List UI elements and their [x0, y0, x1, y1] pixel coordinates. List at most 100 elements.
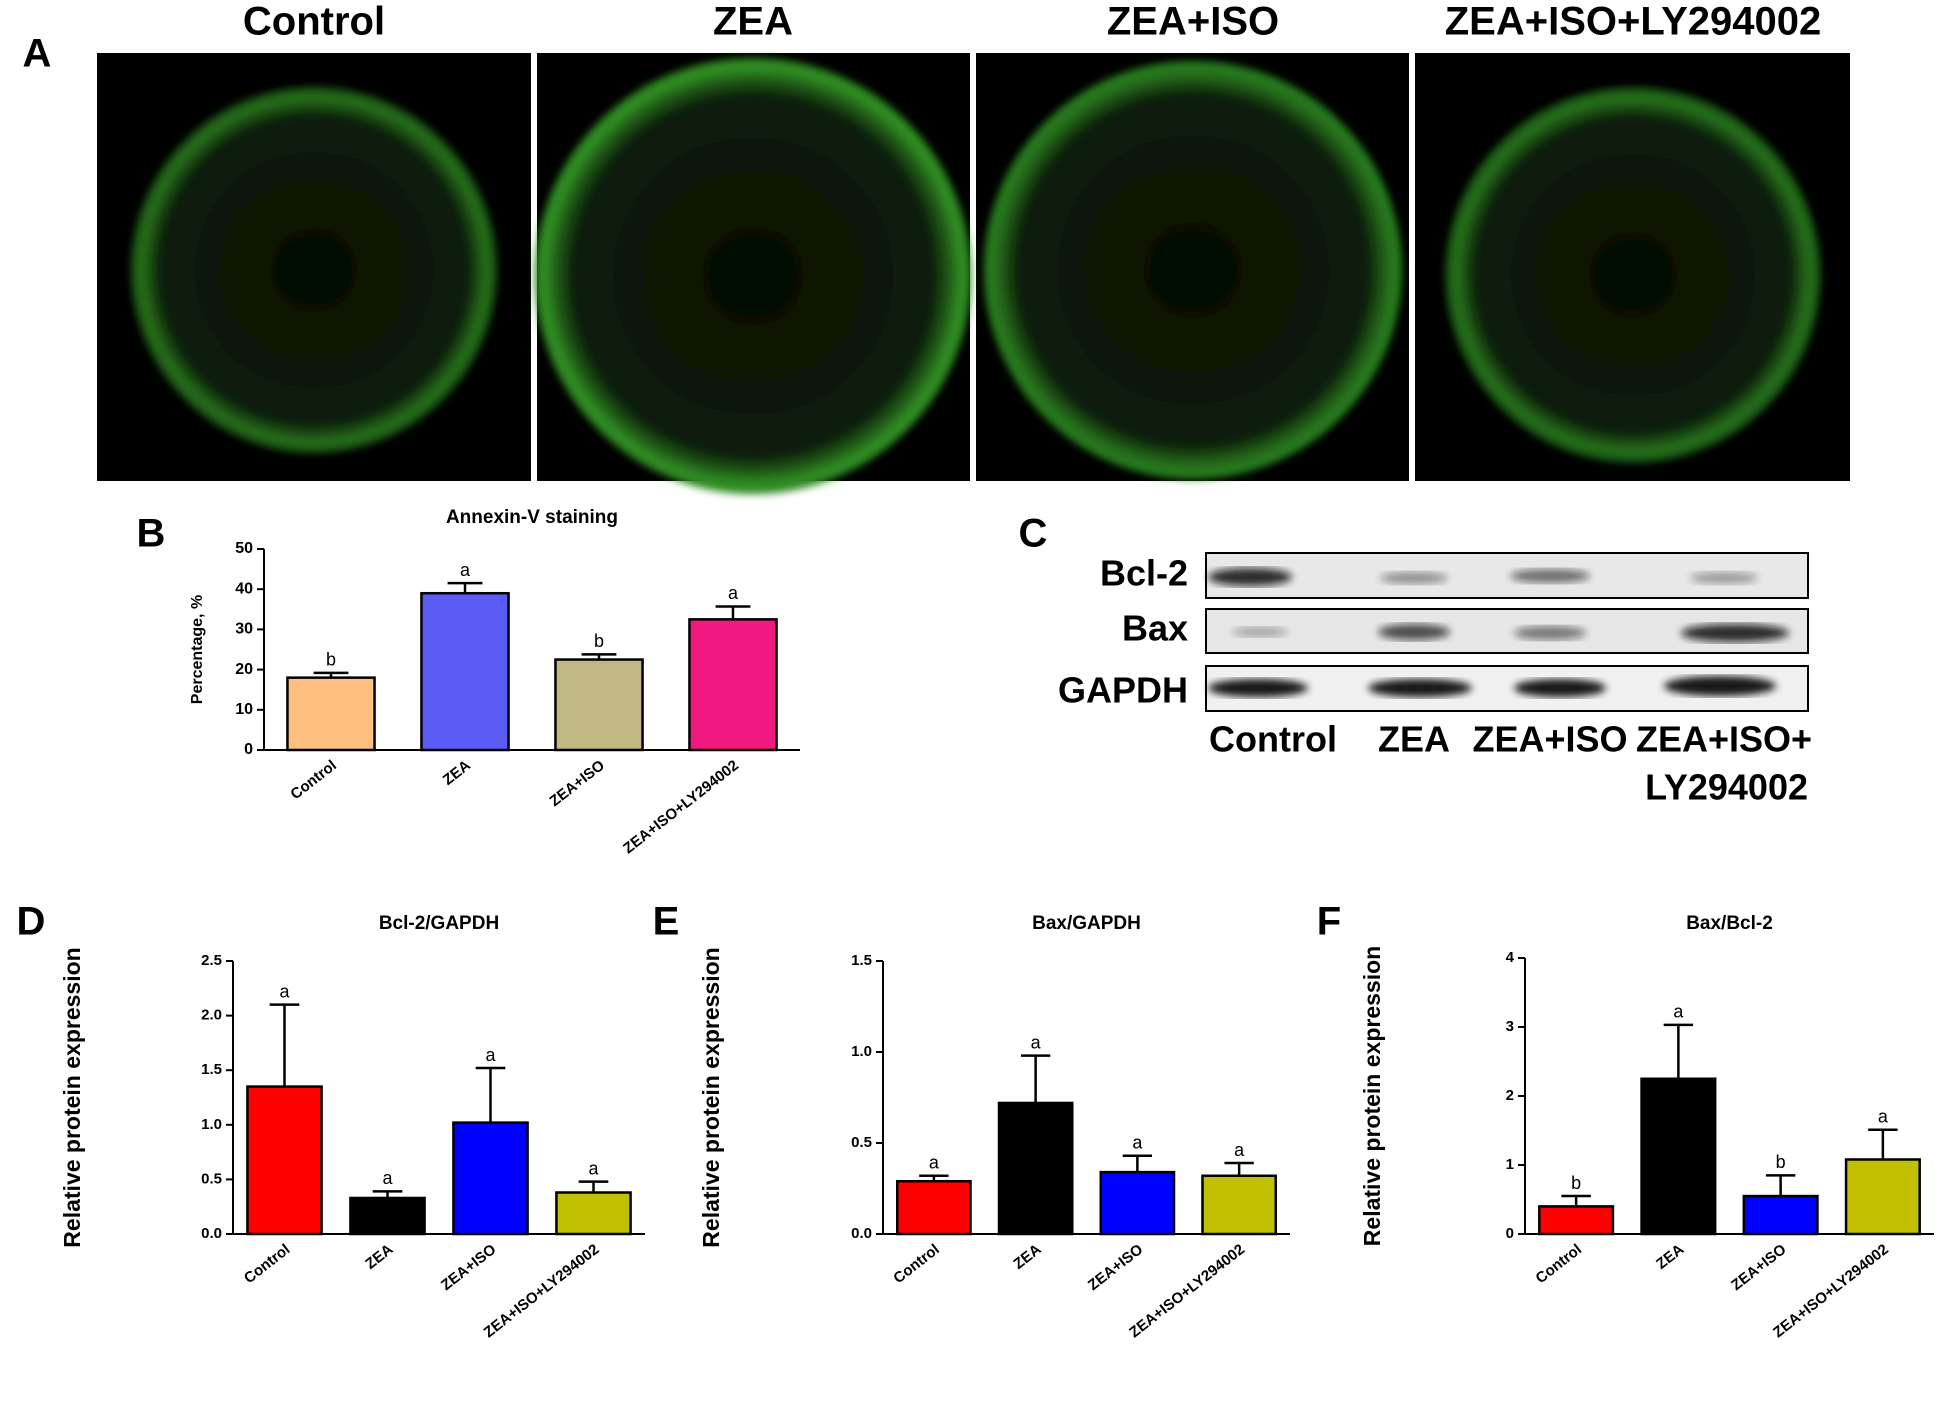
band: [1368, 679, 1472, 697]
significance-letter: a: [460, 560, 471, 580]
y-axis-label: Relative protein expression: [1359, 946, 1385, 1246]
y-tick-label: 1.5: [851, 952, 872, 969]
chart-title: Bax/GAPDH: [1032, 913, 1141, 934]
x-tick-label: ZEA: [440, 757, 474, 789]
significance-letter: b: [1571, 1173, 1581, 1193]
lane-label: Control: [1209, 719, 1337, 760]
significance-letter: a: [1132, 1132, 1143, 1152]
y-tick-label: 0.0: [201, 1225, 222, 1242]
band: [1232, 627, 1288, 637]
significance-letter: a: [382, 1168, 393, 1188]
significance-letter: a: [728, 583, 739, 603]
band: [1378, 624, 1450, 640]
cell: [131, 87, 497, 453]
band: [1380, 572, 1448, 584]
panel-letter: C: [1019, 512, 1048, 556]
band: [1514, 679, 1606, 697]
bar: [554, 658, 644, 752]
significance-letter: a: [1031, 1032, 1042, 1052]
x-tick-label: ZEA: [1010, 1241, 1044, 1273]
group-label: ZEA+ISO+LY294002: [1445, 0, 1822, 44]
y-tick-label: 4: [1506, 949, 1515, 966]
y-tick-label: 20: [235, 661, 253, 678]
y-tick-label: 0.5: [851, 1134, 872, 1151]
significance-letter: b: [1776, 1152, 1786, 1172]
cell: [1445, 87, 1821, 463]
bar: [1844, 1158, 1921, 1236]
bar: [1640, 1077, 1717, 1236]
band: [1690, 572, 1758, 584]
bar: [349, 1196, 426, 1236]
x-tick-label: ZEA+ISO+LY294002: [620, 757, 742, 857]
lane-label: ZEA: [1378, 719, 1450, 760]
band: [1208, 679, 1308, 697]
significance-letter: a: [588, 1158, 599, 1178]
bar: [1742, 1194, 1819, 1236]
lane-label: ZEA+ISO+: [1636, 719, 1812, 760]
significance-letter: a: [1234, 1140, 1245, 1160]
x-tick-label: ZEA+ISO: [547, 757, 609, 810]
x-tick-label: ZEA+ISO+LY294002: [1126, 1241, 1248, 1341]
significance-letter: a: [1878, 1107, 1889, 1127]
cell: [535, 58, 971, 494]
y-axis-label: Percentage, %: [189, 595, 206, 704]
y-tick-label: 40: [235, 580, 253, 597]
x-tick-label: Control: [890, 1241, 942, 1287]
y-tick-label: 10: [235, 701, 253, 718]
significance-letter: a: [1673, 1002, 1684, 1022]
band: [1514, 626, 1586, 640]
group-label: Control: [243, 0, 385, 44]
y-tick-label: 50: [235, 540, 253, 557]
chart-title: Bcl-2/GAPDH: [379, 913, 499, 934]
y-tick-label: 0: [1506, 1225, 1514, 1242]
x-tick-label: ZEA+ISO: [1728, 1241, 1790, 1294]
y-tick-label: 1.0: [851, 1043, 872, 1060]
blot-row-label: GAPDH: [1058, 670, 1188, 711]
y-axis-label: Relative protein expression: [59, 947, 85, 1247]
y-tick-label: 1: [1506, 1156, 1514, 1173]
band: [1681, 624, 1789, 642]
y-tick-label: 0.5: [201, 1170, 222, 1187]
bar: [246, 1085, 323, 1236]
y-tick-label: 0: [244, 741, 253, 758]
western-blot: [1205, 552, 1809, 712]
bar: [1538, 1205, 1615, 1236]
y-tick-label: 1.5: [201, 1061, 222, 1078]
bar: [1201, 1174, 1278, 1236]
significance-letter: b: [594, 631, 604, 651]
blot-row-label: Bax: [1122, 608, 1188, 649]
bar: [286, 676, 376, 752]
y-axis-label: Relative protein expression: [698, 947, 724, 1247]
x-tick-label: ZEA: [362, 1241, 396, 1273]
panel-letter: F: [1317, 900, 1341, 944]
x-tick-label: Control: [1533, 1241, 1585, 1287]
x-tick-label: Control: [287, 757, 339, 803]
chart-title: Bax/Bcl-2: [1686, 913, 1773, 934]
group-label: ZEA: [713, 0, 793, 44]
x-tick-label: ZEA+ISO: [438, 1241, 500, 1294]
micrograph-row: [97, 53, 1850, 494]
significance-letter: b: [326, 650, 336, 670]
band: [1208, 568, 1292, 586]
y-tick-label: 1.0: [201, 1116, 222, 1133]
y-tick-label: 2.5: [201, 952, 222, 969]
cell: [984, 61, 1402, 479]
y-tick-label: 3: [1506, 1018, 1514, 1035]
bar: [895, 1179, 972, 1236]
bar: [555, 1191, 632, 1236]
bar: [1099, 1170, 1176, 1236]
significance-letter: a: [279, 981, 290, 1001]
x-tick-label: ZEA+ISO: [1085, 1241, 1147, 1294]
bar: [997, 1101, 1074, 1236]
y-tick-label: 2.0: [201, 1007, 222, 1024]
x-tick-label: Control: [241, 1241, 293, 1287]
chart-title: Annexin-V staining: [446, 507, 618, 528]
panel-letter: B: [137, 512, 166, 556]
band: [1664, 676, 1776, 696]
x-tick-label: ZEA+ISO+LY294002: [481, 1241, 603, 1341]
band: [1510, 569, 1590, 583]
significance-letter: a: [929, 1153, 940, 1173]
y-tick-label: 2: [1506, 1087, 1514, 1104]
panel-letter: D: [17, 900, 46, 944]
